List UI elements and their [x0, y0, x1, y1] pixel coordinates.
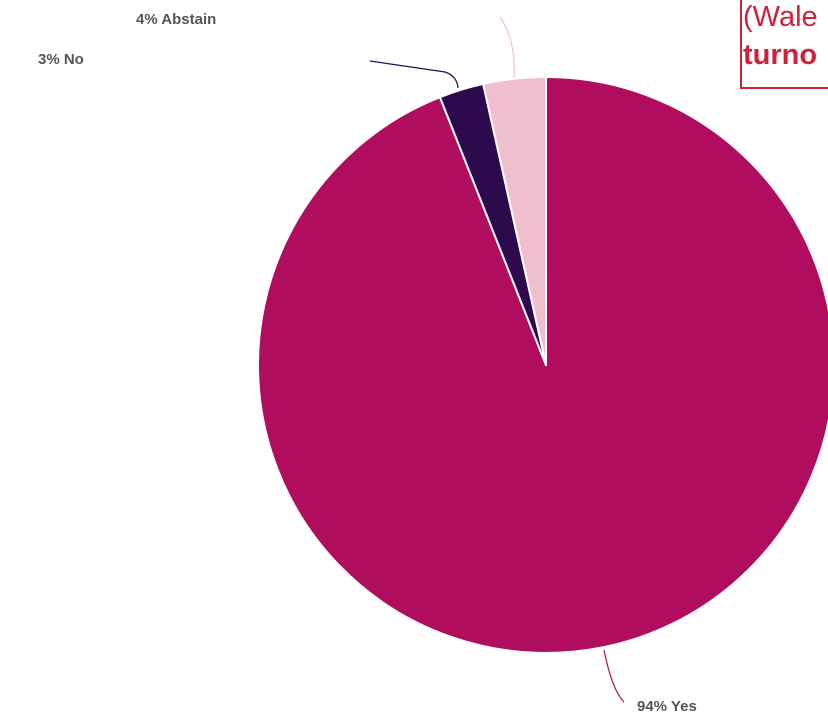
callout-line-1: (Wale: [743, 1, 818, 33]
slice-label-no: 3% No: [38, 51, 84, 68]
pie-slice-abstain: [482, 76, 547, 366]
slice-label-abstain: 4% Abstain: [136, 11, 216, 28]
callout-box: (Wale turno: [740, 0, 828, 89]
slice-label-yes: 94% Yes: [637, 698, 697, 715]
leader-line-no: [369, 60, 459, 89]
pie-slice-yes: [257, 76, 828, 654]
callout-line-2: turno: [743, 39, 818, 71]
leader-line-abstain: [499, 16, 515, 79]
leader-line-yes: [603, 649, 625, 703]
